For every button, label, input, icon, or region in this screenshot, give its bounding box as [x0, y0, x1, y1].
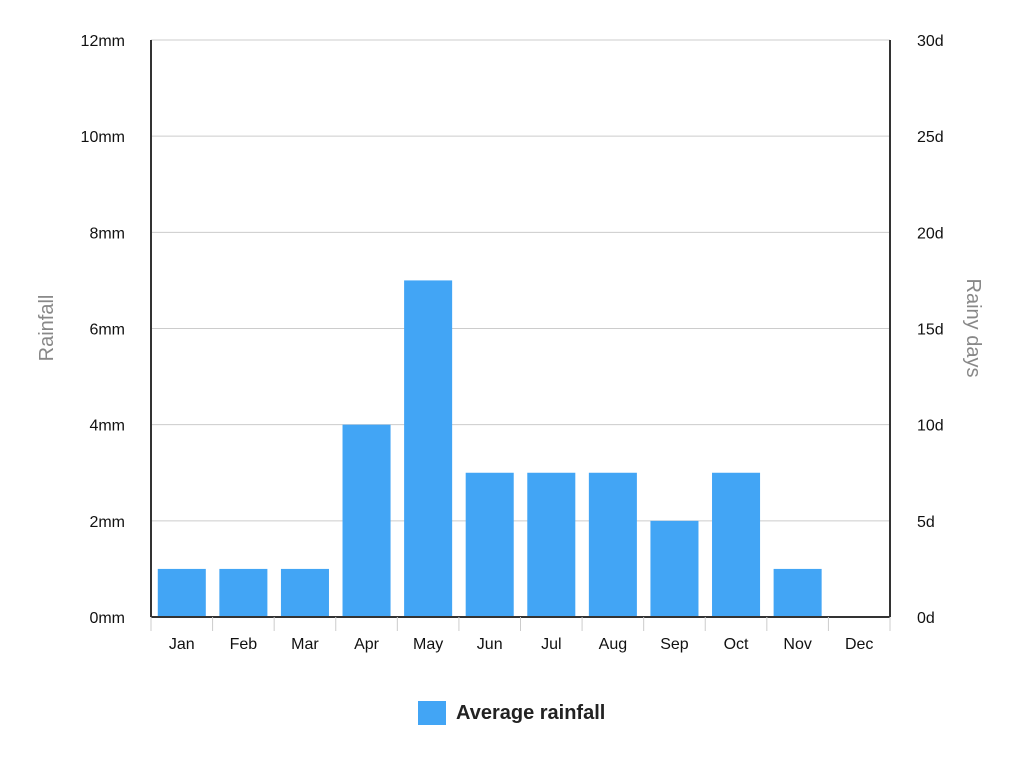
legend: Average rainfall: [418, 700, 605, 726]
bar-jul: [527, 472, 576, 617]
x-tick-label: Jun: [477, 636, 503, 653]
x-tick-label: Oct: [724, 636, 749, 653]
x-tick-label: Apr: [354, 636, 380, 653]
y-right-tick-label: 30d: [917, 33, 944, 50]
y-right-tick-label: 20d: [917, 225, 944, 242]
y-left-tick-label: 8mm: [89, 225, 125, 242]
x-tick-label: Nov: [783, 636, 811, 653]
y-right-tick-label: 15d: [917, 322, 944, 339]
y-axis-left-title: Rainfall: [36, 295, 58, 362]
right-axis-ticks: 0d 5d 10d 15d 20d 25d 30d: [917, 33, 944, 627]
y-left-tick-label: 2mm: [89, 514, 125, 531]
bar-aug: [588, 472, 637, 617]
y-right-tick-label: 0d: [917, 610, 935, 627]
bar-oct: [712, 472, 761, 617]
x-tick-label: Aug: [599, 636, 627, 653]
x-axis-ticks: Jan Feb Mar Apr May Jun Jul Aug Sep Oct Nov Dec: [150, 617, 891, 653]
gridlines: [151, 39, 890, 522]
y-left-tick-label: 0mm: [89, 610, 125, 627]
bar-nov: [773, 568, 822, 617]
bar-jan: [157, 568, 206, 617]
bar-may: [404, 280, 453, 617]
y-left-tick-label: 6mm: [89, 322, 125, 339]
y-right-tick-label: 5d: [917, 514, 935, 531]
x-tick-label: Mar: [291, 636, 319, 653]
y-left-tick-label: 10mm: [81, 129, 125, 146]
legend-label: Average rainfall: [456, 701, 606, 724]
y-left-tick-label: 4mm: [89, 418, 125, 435]
y-right-tick-label: 10d: [917, 418, 944, 435]
bar-mar: [280, 568, 329, 617]
bar-feb: [219, 568, 268, 617]
y-right-tick-label: 25d: [917, 129, 944, 146]
bar-sep: [650, 520, 699, 617]
x-tick-label: May: [413, 636, 443, 653]
rainfall-chart: 0mm 2mm 4mm 6mm 8mm 10mm 12mm 0d 5d 10d 15d 20d 25d…: [36, 33, 984, 653]
bar-jun: [465, 472, 514, 617]
legend-swatch: [418, 701, 446, 725]
left-axis-ticks: 0mm 2mm 4mm 6mm 8mm 10mm 12mm: [81, 33, 125, 627]
bars: [157, 280, 822, 617]
x-tick-label: Sep: [660, 636, 689, 653]
bar-apr: [342, 424, 391, 617]
y-left-tick-label: 12mm: [81, 33, 125, 50]
x-tick-label: Jul: [541, 636, 561, 653]
x-tick-label: Dec: [845, 636, 873, 653]
x-tick-label: Jan: [169, 636, 195, 653]
y-axis-right-title: Rainy days: [962, 279, 984, 378]
x-tick-label: Feb: [230, 636, 258, 653]
